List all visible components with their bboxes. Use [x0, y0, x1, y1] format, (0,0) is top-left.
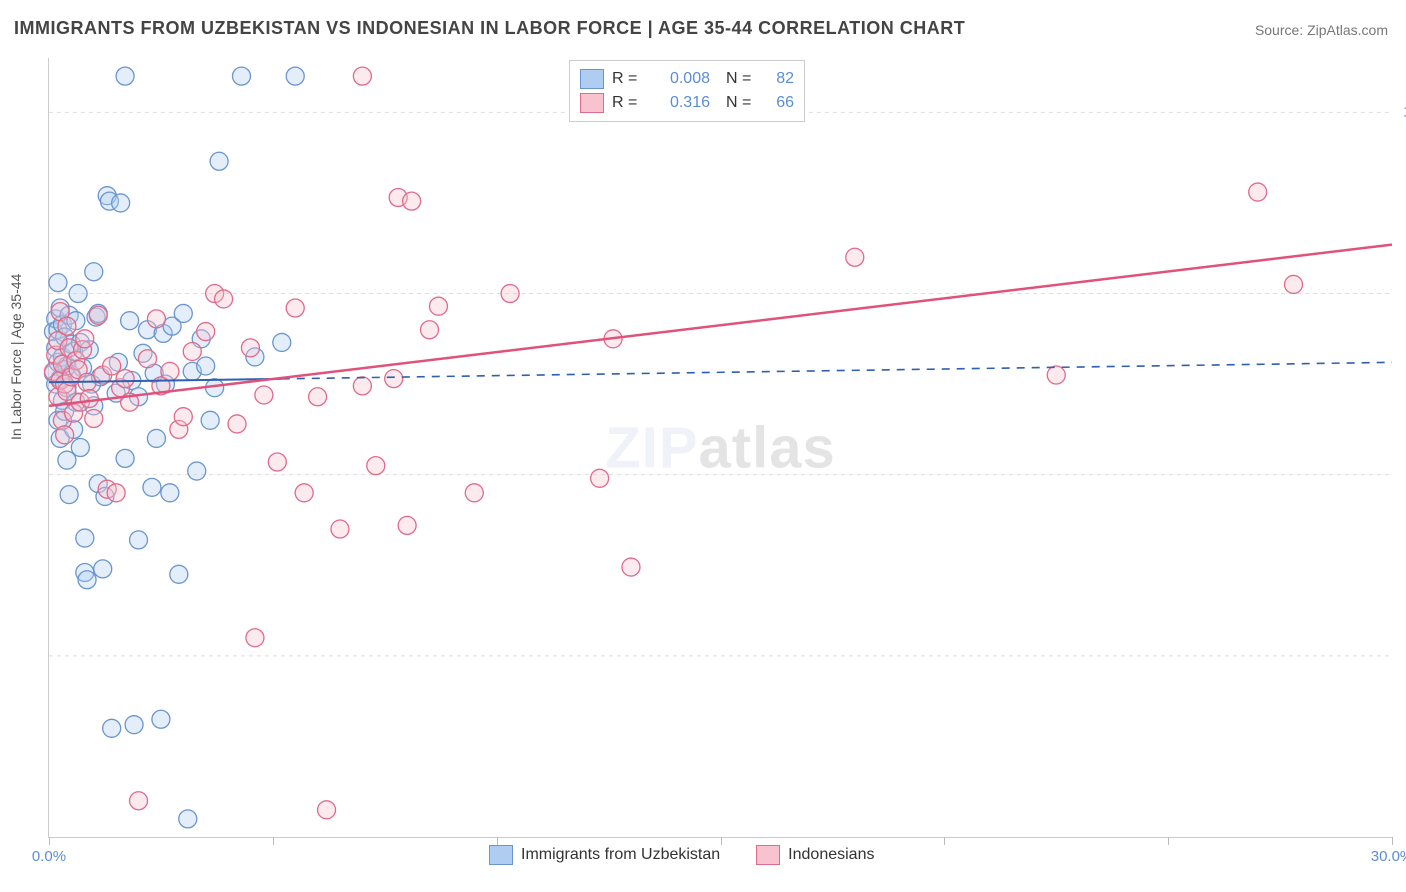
legend-item-indonesians: Indonesians: [756, 845, 874, 865]
legend-row-indonesians: R = 0.316 N = 66: [580, 91, 794, 115]
legend-item-uzbekistan: Immigrants from Uzbekistan: [489, 845, 720, 865]
swatch-indonesians-icon: [756, 845, 780, 865]
legend-label: Immigrants from Uzbekistan: [521, 846, 720, 864]
legend-label: Indonesians: [788, 846, 874, 864]
x-tick: [944, 837, 945, 845]
x-tick: [49, 837, 50, 845]
swatch-uzbekistan: [580, 69, 604, 89]
plot-area: ZIPatlas R = 0.008 N = 82 R = 0.316 N = …: [48, 58, 1392, 838]
legend-row-uzbekistan: R = 0.008 N = 82: [580, 67, 794, 91]
source-label: Source: ZipAtlas.com: [1255, 22, 1388, 38]
x-tick-label: 0.0%: [32, 848, 66, 865]
x-tick-label: 30.0%: [1371, 848, 1406, 865]
chart-title: IMMIGRANTS FROM UZBEKISTAN VS INDONESIAN…: [14, 18, 965, 39]
y-axis-label: In Labor Force | Age 35-44: [8, 274, 24, 440]
swatch-uzbekistan-icon: [489, 845, 513, 865]
trend-line: [49, 245, 1392, 406]
x-tick: [721, 837, 722, 845]
trend-layer: [49, 58, 1392, 837]
x-tick: [1168, 837, 1169, 845]
x-tick: [273, 837, 274, 845]
series-legend: Immigrants from Uzbekistan Indonesians: [489, 845, 874, 865]
x-tick: [1392, 837, 1393, 845]
swatch-indonesians: [580, 93, 604, 113]
correlation-legend: R = 0.008 N = 82 R = 0.316 N = 66: [569, 60, 805, 122]
x-tick: [497, 837, 498, 845]
trend-line-extrapolated: [282, 362, 1392, 378]
